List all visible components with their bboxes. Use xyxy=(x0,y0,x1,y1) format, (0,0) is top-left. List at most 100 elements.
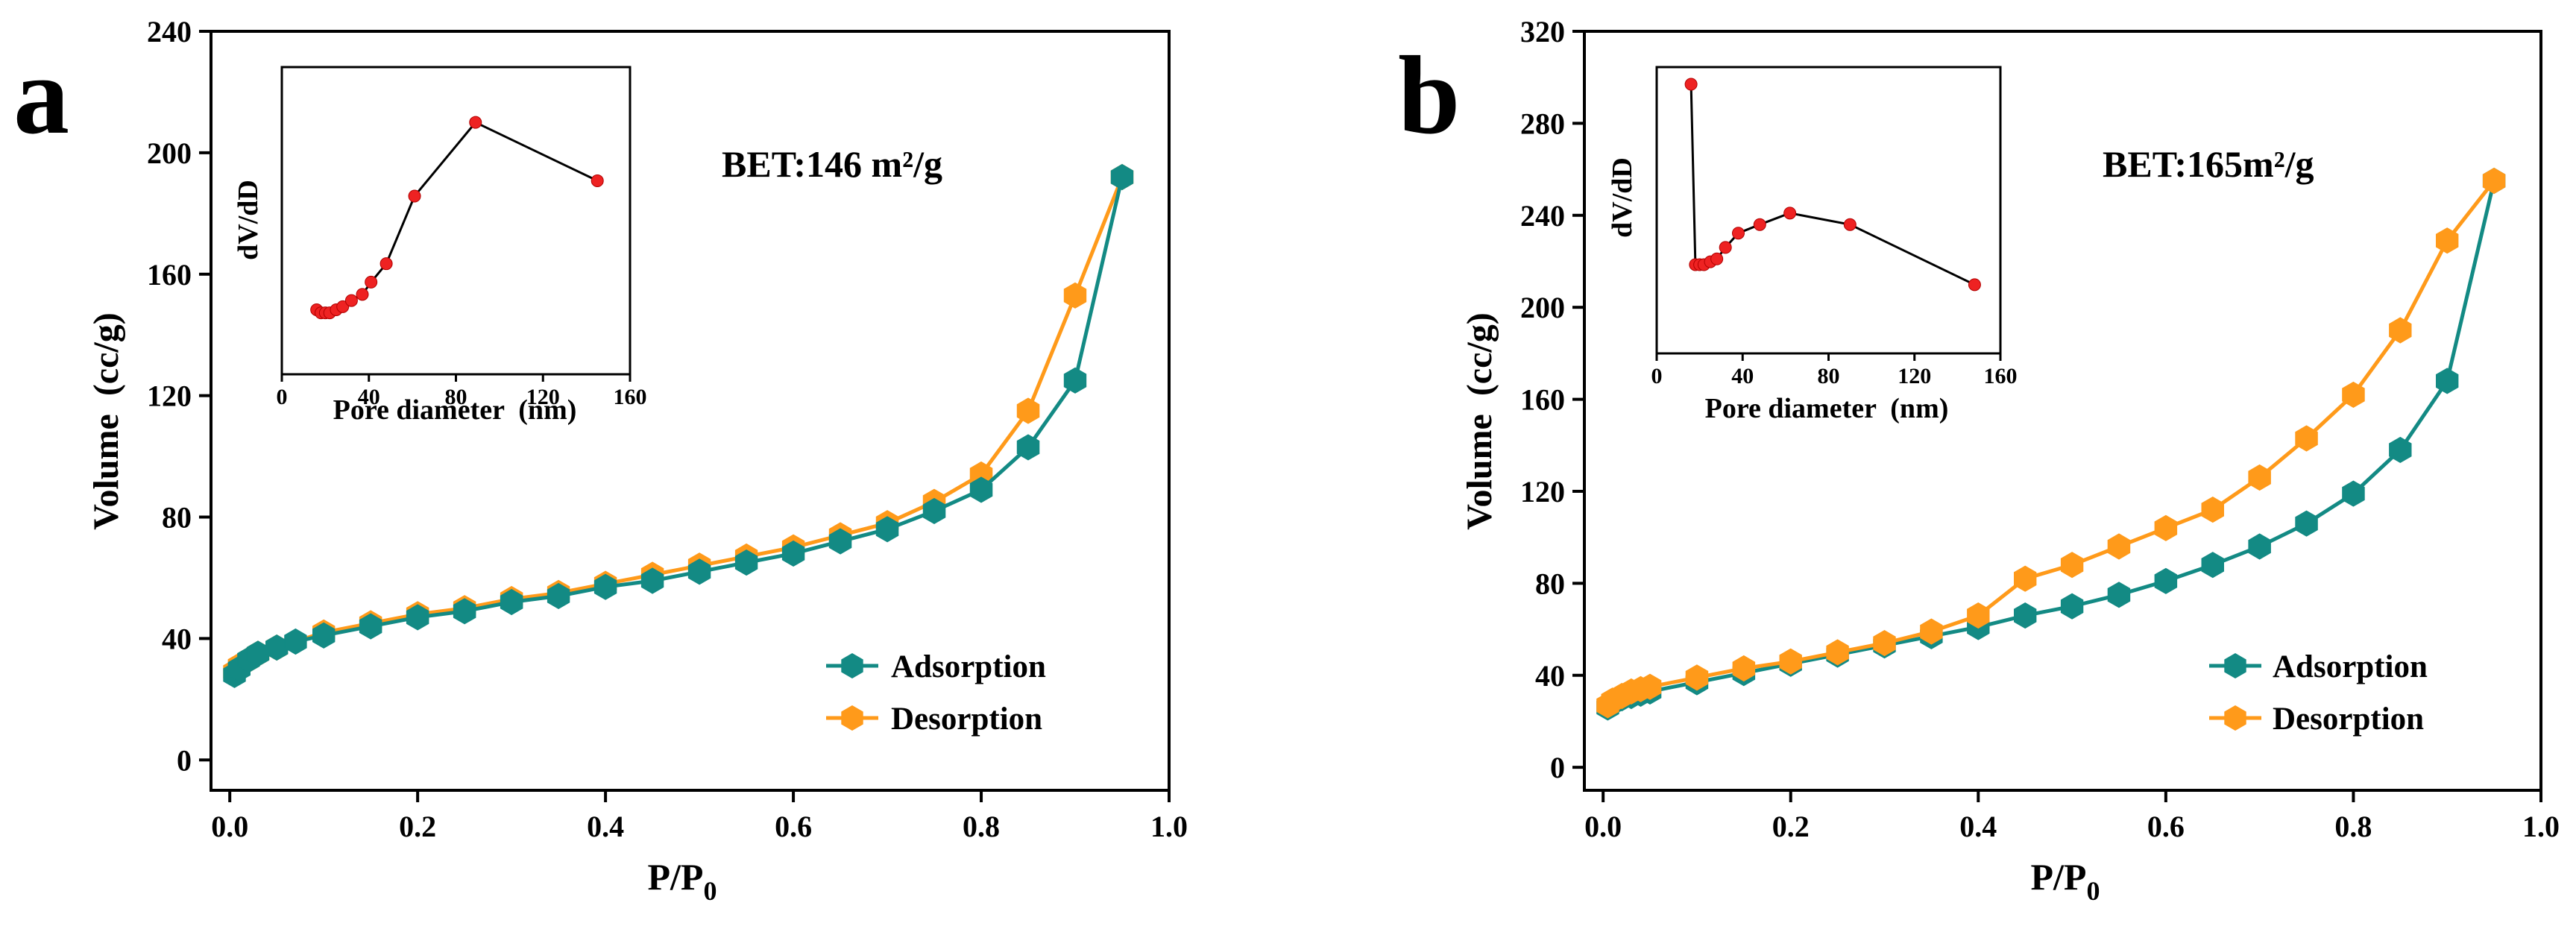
y-tick-label-b: 40 xyxy=(1535,659,1565,693)
x-tick-label-a: 0.2 xyxy=(399,810,436,843)
panel-b: b BET:165m²/g Volume (cc/g) P/P0 0.0 0.2 0… xyxy=(1398,15,2560,906)
adsorption-line-b xyxy=(1606,180,2496,709)
y-tick-label-a: 80 xyxy=(162,501,192,535)
desorption-point-b xyxy=(2060,552,2084,579)
legend-adsorption-marker-b xyxy=(2224,653,2246,678)
x-tick-label-a: 1.0 xyxy=(1150,810,1188,843)
desorption-point-b xyxy=(2154,514,2178,541)
adsorption-point-a xyxy=(1063,367,1087,394)
inset-point-a xyxy=(591,174,604,187)
desorption-point-b xyxy=(2201,497,2224,523)
y-tick-label-b: 280 xyxy=(1520,107,1565,140)
inset-point-b xyxy=(1783,207,1797,220)
inset-x-tick-label-b: 40 xyxy=(1731,364,1754,388)
panel-a: a BET:146 m²/g Volume (cc/g) P/P0 0.0 0.2… xyxy=(13,15,1188,906)
inset-x-tick-label-a: 160 xyxy=(614,385,647,409)
plot-frame-a: 0.0 0.2 0.4 0.6 0.8 1.0 0 40 80 120 160 200 240 xyxy=(147,15,1188,843)
adsorption-point-b xyxy=(2389,436,2412,463)
adsorption-point-b xyxy=(2014,602,2037,629)
legend-desorption-marker-a xyxy=(841,705,863,731)
inset-border-b xyxy=(1655,66,2002,355)
adsorption-point-b xyxy=(2107,582,2131,608)
x-tick-label-a: 0.6 xyxy=(775,810,812,843)
legend-desorption-label-b: Desorption xyxy=(2273,702,2424,737)
y-tick-label-a: 160 xyxy=(147,258,192,292)
inset-x-tick-label-b: 120 xyxy=(1898,364,1931,388)
inset-point-b xyxy=(1719,241,1732,254)
inset-line-b xyxy=(1689,84,1976,286)
panel-label-a: a xyxy=(13,34,69,157)
desorption-point-b xyxy=(1732,655,1756,682)
y-tick-label-b: 160 xyxy=(1520,383,1565,417)
x-tick-label-b: 0.4 xyxy=(1959,810,1997,843)
x-axis-label-b: P/P0 xyxy=(2031,856,2100,906)
adsorption-point-a xyxy=(734,549,758,576)
desorption-line-b xyxy=(1606,179,2496,707)
legend-adsorption-label-b: Adsorption xyxy=(2273,649,2428,684)
adsorption-point-a xyxy=(312,622,336,649)
inset-point-b xyxy=(1753,218,1766,231)
desorption-point-b xyxy=(1873,630,1896,657)
desorption-point-b xyxy=(1685,664,1709,691)
inset-point-a xyxy=(469,116,482,129)
desorption-point-b xyxy=(1826,639,1849,666)
adsorption-point-a xyxy=(284,628,307,655)
svg-text:Volume (cc/g): Volume (cc/g) xyxy=(1460,312,1499,530)
x-axis-label-a: P/P0 xyxy=(648,856,717,906)
inset-point-a xyxy=(344,294,358,307)
adsorption-point-a xyxy=(922,497,946,524)
adsorption-point-b xyxy=(2060,593,2084,620)
desorption-point-b xyxy=(2107,533,2131,560)
adsorption-point-a xyxy=(547,582,570,609)
legend-desorption-marker-b xyxy=(2224,705,2246,731)
desorption-point-b xyxy=(1920,618,1943,645)
x-tick-label-a: 0.0 xyxy=(211,810,248,843)
inset-x-tick-label-a: 0 xyxy=(277,385,288,409)
inset-x-tick-label-a: 40 xyxy=(358,385,380,409)
plot-border-b xyxy=(1583,30,2542,792)
desorption-point-b xyxy=(2436,227,2459,254)
adsorption-point-a xyxy=(828,528,852,555)
desorption-point-b xyxy=(2014,565,2037,592)
adsorption-point-b xyxy=(2154,567,2178,594)
inset-point-b xyxy=(1684,78,1698,91)
y-tick-label-b: 200 xyxy=(1520,291,1565,324)
y-tick-label-a: 0 xyxy=(177,743,192,777)
adsorption-point-b xyxy=(2436,368,2459,394)
desorption-point-b xyxy=(2295,425,2318,452)
plot-frame-b: 0.0 0.2 0.4 0.6 0.8 1.0 0 40 80 120 160 200 240 280 32… xyxy=(1520,15,2560,843)
inset-x-tick-label-b: 0 xyxy=(1651,364,1663,388)
adsorption-line-a xyxy=(233,176,1124,676)
svg-text:dV/dD: dV/dD xyxy=(233,180,264,260)
bet-annotation-a: BET:146 m²/g xyxy=(722,143,942,185)
legend-b: Adsorption Desorption xyxy=(2209,649,2428,737)
adsorption-point-b xyxy=(2248,533,2271,560)
x-tick-label-a: 0.8 xyxy=(963,810,1000,843)
x-tick-label-b: 0.8 xyxy=(2334,810,2372,843)
panel-label-b: b xyxy=(1398,34,1460,157)
inset-point-b xyxy=(1968,278,1981,292)
adsorption-point-a xyxy=(640,567,664,594)
adsorption-point-a xyxy=(453,598,476,625)
adsorption-point-b xyxy=(2342,480,2365,507)
inset-point-a xyxy=(380,257,393,271)
y-axis-label-a: Volume (cc/g) xyxy=(86,312,126,530)
y-tick-label-b: 240 xyxy=(1520,199,1565,233)
y-tick-label-b: 80 xyxy=(1535,567,1565,600)
adsorption-point-a xyxy=(1016,434,1040,461)
inset-x-label-b: Pore diameter (nm) xyxy=(1705,393,1949,424)
adsorption-point-a xyxy=(593,573,617,600)
inset-point-b xyxy=(1843,218,1857,231)
desorption-point-b xyxy=(2342,381,2365,408)
inset-line-a xyxy=(315,121,598,315)
inset-y-label-a: dV/dD xyxy=(233,180,264,260)
svg-text:Volume (cc/g): Volume (cc/g) xyxy=(86,312,126,530)
y-tick-label-a: 120 xyxy=(147,379,192,413)
x-tick-label-b: 0.2 xyxy=(1772,810,1810,843)
adsorption-point-a xyxy=(781,540,805,567)
desorption-point-b xyxy=(2248,464,2271,491)
y-tick-label-a: 200 xyxy=(147,136,192,170)
y-tick-label-b: 0 xyxy=(1550,751,1565,784)
adsorption-point-a xyxy=(406,604,429,631)
adsorption-point-a xyxy=(500,588,523,616)
